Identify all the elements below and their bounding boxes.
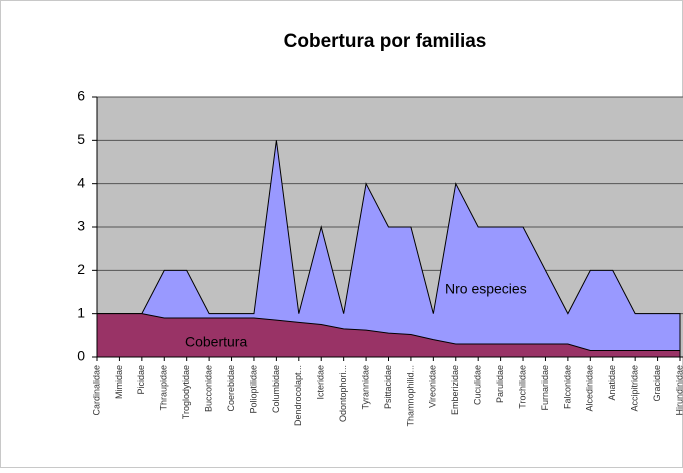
x-tick-label: Vireonidae xyxy=(428,365,438,408)
x-tick-label: Mimidae xyxy=(114,365,124,399)
area xyxy=(96,140,681,358)
y-tick-label: 3 xyxy=(77,218,85,234)
x-tick-label: Accipitridae xyxy=(630,365,640,412)
x-tick-label: Alcedinidae xyxy=(585,365,595,412)
x-tick-label: Trochilidae xyxy=(517,365,527,409)
x-tick-label: Polioptilidae xyxy=(248,365,258,414)
x-tick-label: Psittacidae xyxy=(383,365,393,409)
y-tick-label: 2 xyxy=(77,261,85,277)
x-tick-label: Odontophori... xyxy=(338,365,348,422)
x-tick-label: Icteridae xyxy=(316,365,326,400)
x-tick-label: Cuculidae xyxy=(473,365,483,405)
x-tick-label: Bucconidae xyxy=(203,365,213,412)
series-label: Cobertura xyxy=(185,334,247,350)
x-tick-label: Gracidae xyxy=(652,365,662,402)
x-tick-label: Troglodytidae xyxy=(181,365,191,419)
x-tick-label: Falconidae xyxy=(562,365,572,409)
x-tick-label: Thamnophilid... xyxy=(405,365,415,427)
x-tick-label: Columbidae xyxy=(271,365,281,413)
x-tick-label: Thraupidae xyxy=(159,365,169,411)
x-tick-label: Coerebidae xyxy=(226,365,236,412)
y-tick-label: 0 xyxy=(77,348,85,364)
chart-title: Cobertura por familias xyxy=(284,31,487,52)
x-tick-label: Cardinalidae xyxy=(91,365,101,416)
x-tick-label: Tyrannidae xyxy=(360,365,370,410)
y-tick-label: 5 xyxy=(77,131,85,147)
x-tick-label: Picidae xyxy=(136,365,146,395)
y-tick-label: 1 xyxy=(77,304,85,320)
x-tick-label: Anatidae xyxy=(607,365,617,401)
x-tick-label: Dendrocolapt... xyxy=(293,365,303,426)
y-tick-label: 6 xyxy=(77,88,85,104)
series-label: Nro especies xyxy=(445,281,527,297)
area xyxy=(96,313,681,358)
x-tick-label: Emberizidae xyxy=(450,365,460,415)
x-tick-label: Furnariidae xyxy=(540,365,550,411)
y-tick-label: 4 xyxy=(77,174,85,190)
x-tick-label: Hirundinidae xyxy=(674,365,683,416)
x-tick-label: Parulidae xyxy=(495,365,505,403)
